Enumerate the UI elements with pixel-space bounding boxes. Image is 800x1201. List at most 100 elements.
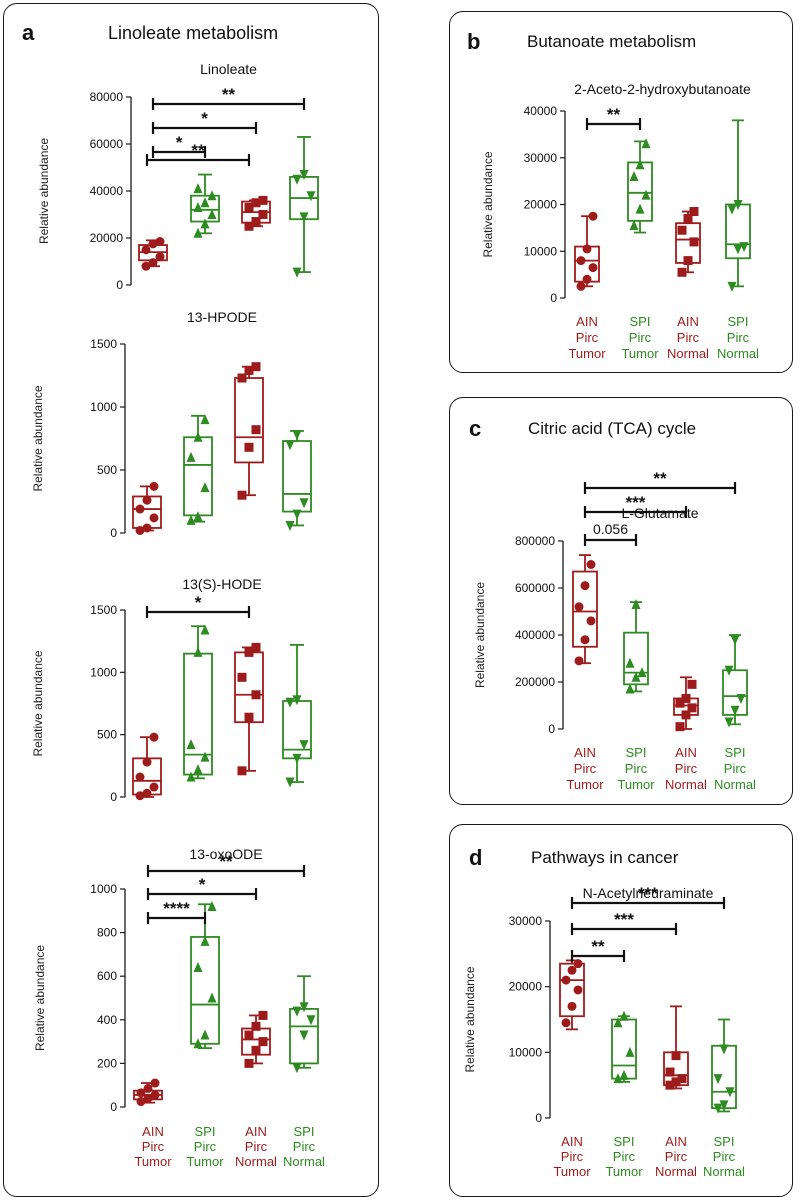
chart-4-box-2	[675, 207, 701, 277]
group-label-d-1-line3: Tumor	[605, 1164, 643, 1179]
data-point	[251, 217, 261, 227]
data-point	[677, 225, 687, 235]
significance-label: **	[191, 141, 205, 160]
group-label-d-3-line1: SPI	[714, 1134, 735, 1149]
data-point	[625, 657, 635, 668]
chart-6: N-Acetylneuraminate Relative abundance 0 10…	[463, 884, 737, 1125]
box-iqr	[183, 652, 213, 776]
group-label-c-2-line2: Pirc	[675, 761, 698, 776]
data-point	[155, 252, 165, 262]
chart-2-ytick-label: 1500	[90, 603, 117, 617]
chart-0: Linoleate Relative abundance 0 20000 40000 60…	[37, 61, 319, 292]
data-point	[730, 635, 740, 646]
panel-a-letter: a	[22, 20, 35, 45]
panel-b-title: Butanoate metabolism	[527, 32, 696, 51]
data-point	[237, 490, 247, 500]
data-point	[149, 481, 159, 491]
chart-6-box-3	[711, 1018, 737, 1114]
data-point	[258, 1010, 268, 1020]
data-point	[613, 1017, 623, 1028]
group-label-b-1-line1: SPI	[630, 314, 651, 329]
chart-0-ylabel: Relative abundance	[37, 138, 51, 244]
group-label-c-1-line2: Pirc	[625, 761, 648, 776]
chart-4-box-0	[574, 211, 600, 291]
group-label-b-1-line2: Pirc	[629, 330, 652, 345]
data-point	[251, 198, 261, 208]
group-label-c-3-line2: Pirc	[724, 761, 747, 776]
chart-5-ylabel: Relative abundance	[473, 582, 487, 688]
chart-0-significance-0: *	[151, 133, 207, 158]
chart-1-ytick-label: 1000	[90, 400, 117, 414]
data-point	[586, 560, 596, 569]
data-point	[200, 197, 210, 208]
data-point	[186, 739, 196, 750]
group-label-d-2-line1: AIN	[665, 1134, 687, 1149]
box-iqr	[190, 936, 220, 1045]
data-point	[299, 170, 309, 181]
chart-6-box-2	[663, 1005, 689, 1090]
data-point	[186, 771, 196, 782]
data-point	[207, 190, 217, 201]
panel-d-title: Pathways in cancer	[531, 848, 679, 867]
group-label-d-1-line1: SPI	[614, 1134, 635, 1149]
group-label-a-0-line3: Tumor	[134, 1154, 172, 1169]
data-point	[665, 1080, 675, 1090]
data-point	[292, 695, 302, 706]
data-point	[135, 525, 145, 535]
data-point	[143, 1083, 153, 1093]
data-point	[142, 495, 152, 505]
data-point	[135, 791, 145, 801]
chart-6-significance-0: **	[570, 937, 626, 962]
chart-6-box-1	[611, 1010, 637, 1084]
significance-label: ***	[626, 493, 646, 512]
data-point	[641, 138, 651, 149]
box-iqr	[559, 962, 585, 1018]
data-point	[299, 1030, 309, 1041]
data-point	[186, 451, 196, 462]
chart-5-box-1	[623, 598, 649, 694]
group-label-d-2-line3: Normal	[655, 1164, 697, 1179]
chart-4-box-1	[627, 138, 653, 234]
chart-3-significance-2: **	[146, 852, 306, 877]
data-point	[561, 975, 571, 985]
data-point	[671, 1077, 681, 1087]
data-point	[148, 239, 158, 249]
data-point	[299, 1002, 309, 1013]
panel-d-frame	[449, 824, 793, 1197]
data-point	[135, 504, 145, 514]
chart-1-ylabel: Relative abundance	[31, 385, 45, 491]
chart-0-ytick-label: 80000	[90, 90, 124, 104]
significance-label: ***	[614, 910, 634, 929]
chart-1-title: 13-HPODE	[187, 309, 257, 325]
panel-a-title: Linoleate metabolism	[108, 23, 278, 43]
group-label-b-2-line2: Pirc	[677, 330, 700, 345]
group-label-b-3-line1: SPI	[728, 314, 749, 329]
data-point	[200, 482, 210, 493]
data-point	[631, 671, 641, 682]
data-point	[580, 635, 590, 645]
group-label-c-0-line2: Pirc	[574, 761, 597, 776]
data-point	[207, 992, 217, 1003]
data-point	[573, 959, 583, 969]
data-point	[193, 764, 203, 775]
box-iqr	[234, 651, 264, 724]
data-point	[561, 1018, 571, 1028]
chart-6-ytick-label: 0	[535, 1111, 542, 1125]
chart-6-title: N-Acetylneuraminate	[583, 885, 714, 901]
chart-2-box-2	[234, 642, 264, 776]
panel-b-frame	[449, 11, 793, 373]
group-label-c-1-line1: SPI	[626, 745, 647, 760]
chart-3-ylabel: Relative abundance	[33, 945, 47, 1051]
group-label-b-0-line1: AIN	[576, 314, 598, 329]
data-point	[724, 717, 734, 728]
chart-2-ylabel: Relative abundance	[31, 650, 45, 756]
data-point	[149, 782, 159, 792]
chart-0-significance-1: *	[151, 109, 258, 134]
significance-label: *	[201, 109, 208, 128]
chart-0-box-0	[138, 237, 168, 271]
significance-label: **	[222, 85, 236, 104]
chart-5-significance-0: 0.056	[583, 521, 638, 546]
group-label-a-3-line1: SPI	[294, 1124, 315, 1139]
data-point	[200, 624, 210, 635]
data-point	[193, 227, 203, 238]
